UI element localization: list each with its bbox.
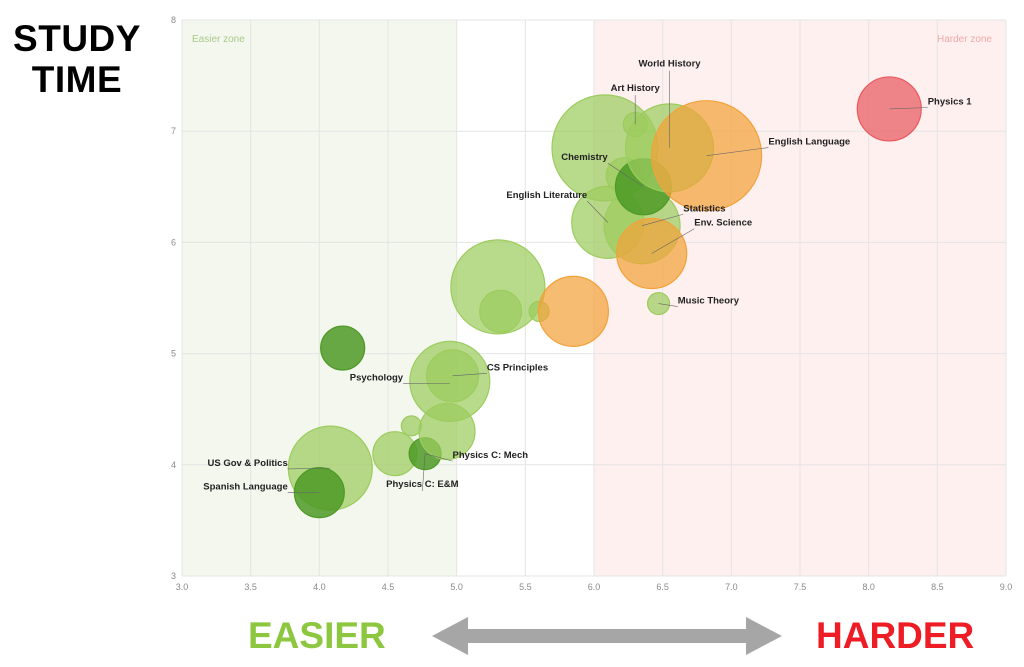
y-axis-title-line-1: STUDY — [13, 18, 141, 59]
bubble-label: English Language — [768, 137, 850, 148]
bubble-label: US Gov & Politics — [207, 458, 287, 469]
easier-caption: EASIER — [248, 615, 386, 656]
bubble-label: Spanish Language — [203, 481, 287, 492]
y-tick-label: 8 — [171, 15, 176, 25]
label-leader-line — [641, 213, 684, 227]
bubble-label: Statistics — [683, 203, 725, 214]
bubble-chart: Easier zone Harder zone 3.0 3.5 4.0 4.5 5.0 5.… — [171, 15, 1012, 592]
label-leader-line — [586, 200, 608, 223]
bubble-label: Physics C: E&M — [386, 479, 458, 490]
bubble-label: Chemistry — [561, 152, 608, 163]
x-tick-label: 8.0 — [862, 582, 875, 592]
label-layer: World History Art History English Language… — [203, 59, 972, 493]
x-tick-label: 6.5 — [656, 582, 669, 592]
zone-label-easier: Easier zone — [192, 34, 245, 45]
x-tick-label: 9.0 — [1000, 582, 1013, 592]
harder-caption: HARDER — [816, 615, 975, 656]
x-tick-label: 3.0 — [176, 582, 189, 592]
x-tick-label: 3.5 — [244, 582, 257, 592]
x-tick-label: 6.0 — [588, 582, 601, 592]
bubble-point — [479, 289, 523, 333]
bubble-point — [537, 275, 610, 347]
label-leader-line — [287, 467, 331, 470]
x-tick-label: 4.0 — [313, 582, 326, 592]
label-leader-line — [706, 147, 769, 156]
x-tick-label: 7.0 — [725, 582, 738, 592]
y-axis-title-line-2: TIME — [31, 59, 123, 100]
bubble-label: Psychology — [350, 372, 404, 383]
bubble-point — [400, 415, 422, 437]
x-tick-label: 5.5 — [519, 582, 532, 592]
label-leader-line — [452, 372, 487, 377]
y-tick-label: 7 — [171, 126, 176, 136]
x-tick-label: 5.0 — [450, 582, 463, 592]
y-axis-title: STUDY TIME — [2, 18, 152, 100]
label-leader-line — [651, 228, 695, 254]
y-tick-label: 3 — [171, 571, 176, 581]
label-leader-line — [607, 162, 644, 188]
label-leader-line — [889, 107, 928, 110]
bubble-label: Music Theory — [678, 296, 740, 307]
tick-layer: 3.0 3.5 4.0 4.5 5.0 5.5 6.0 6.5 7.0 7.5 8.0 8.5 9.0 3… — [171, 15, 1012, 592]
bubble-label: Physics C: Mech — [453, 450, 529, 461]
y-tick-label: 5 — [171, 349, 176, 359]
x-tick-label: 8.5 — [931, 582, 944, 592]
x-tick-label: 4.5 — [382, 582, 395, 592]
zone-label-harder: Harder zone — [937, 34, 992, 45]
label-leader-line — [422, 453, 426, 492]
bubble-label: Env. Science — [694, 218, 752, 229]
bubble-label: CS Principles — [487, 362, 548, 373]
bubble-point — [616, 217, 688, 290]
double-arrow-icon — [432, 617, 782, 655]
y-tick-label: 4 — [171, 460, 176, 470]
bubble-label: Art History — [611, 83, 661, 94]
label-leader-line — [425, 453, 453, 462]
x-tick-label: 7.5 — [794, 582, 807, 592]
bubble-label: English Literature — [506, 190, 587, 201]
y-tick-label: 6 — [171, 237, 176, 247]
bubble-point — [320, 325, 366, 371]
bubble-label: World History — [638, 59, 701, 70]
bubble-label: Physics 1 — [928, 97, 973, 108]
label-leader-line — [658, 303, 678, 307]
